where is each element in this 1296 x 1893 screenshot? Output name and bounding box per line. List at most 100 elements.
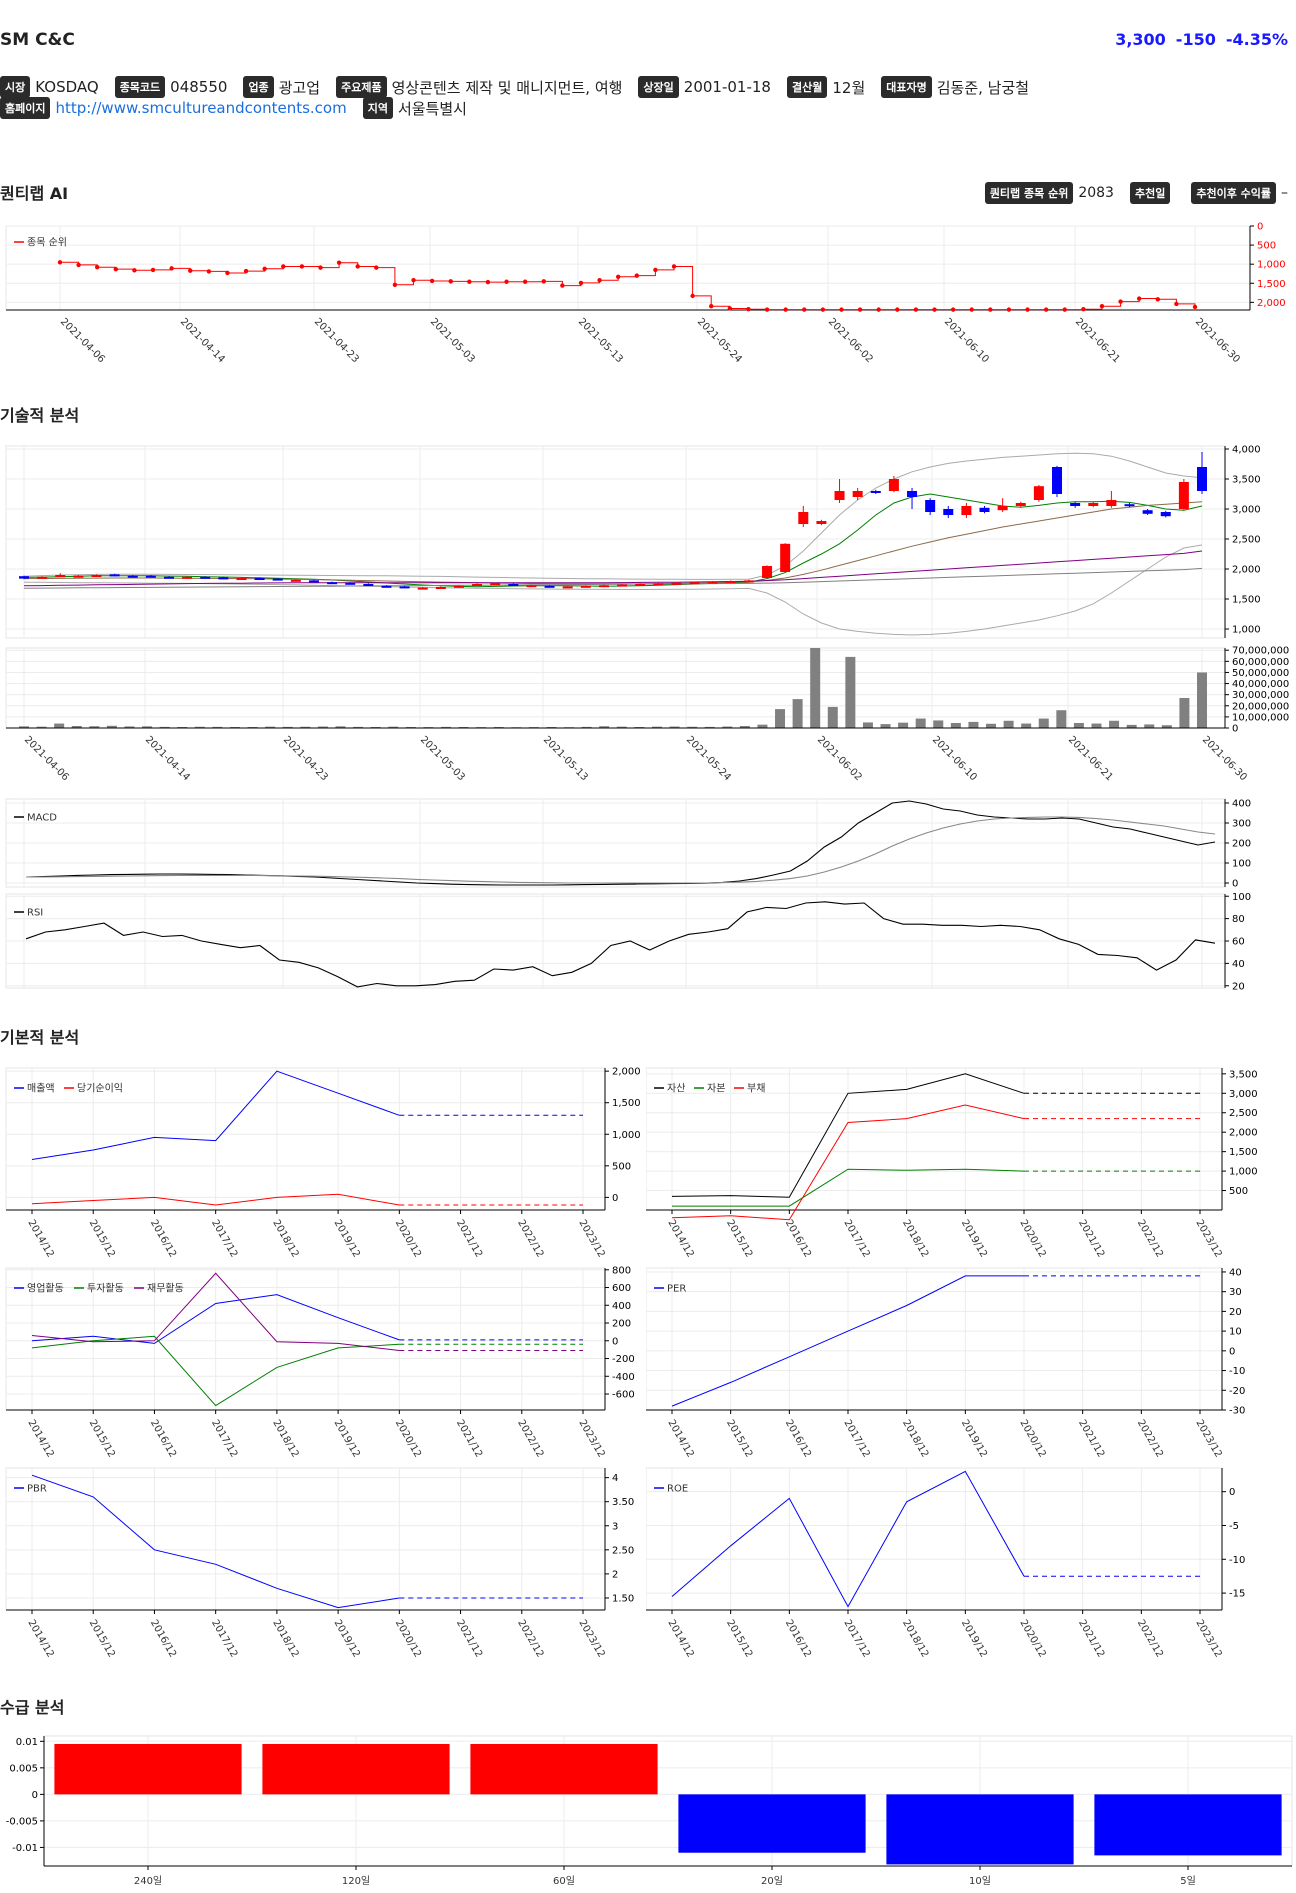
x-tick-label: 2014/12	[665, 1418, 695, 1459]
candle-body	[852, 491, 863, 497]
candle-body	[490, 583, 501, 586]
y-tick-label: 500	[612, 1161, 631, 1172]
x-tick-label: 2023/12	[576, 1618, 606, 1659]
x-tick-label: 2021-04-23	[281, 734, 330, 783]
rank-point	[969, 307, 974, 312]
candle-body	[617, 584, 628, 587]
y-tick-label: -10	[1229, 1366, 1245, 1377]
y-tick-label: 3,000	[1229, 1089, 1258, 1100]
info1-value-5: 12월	[832, 78, 866, 97]
volume-bar	[757, 724, 768, 728]
y-tick-label: 200	[1232, 839, 1251, 850]
x-tick-label: 2020/12	[1017, 1418, 1047, 1459]
y-tick-label: 400	[1232, 799, 1251, 810]
y-tick-label: 0	[32, 1790, 38, 1801]
rank-point	[169, 266, 174, 271]
y-tick-label: 600	[612, 1283, 631, 1294]
x-tick-label: 2016/12	[783, 1218, 813, 1259]
sales-chart: 0 500 1,000 1,500 2,000 매출액 당기순이익 2014/12 2015/1…	[5, 1067, 640, 1259]
x-tick-label: 2021/12	[454, 1418, 484, 1459]
x-tick-label: 2015/12	[87, 1218, 117, 1259]
volume-bar	[1144, 724, 1155, 728]
candle-body	[363, 584, 374, 586]
volume-bar	[142, 726, 153, 728]
volume-bar	[1038, 718, 1049, 728]
legend-label: 매출액	[27, 1083, 55, 1095]
candle-body	[236, 578, 247, 580]
x-tick-label: 2019/12	[332, 1218, 362, 1259]
rank-point	[1174, 301, 1179, 307]
x-tick-label: 2014/12	[25, 1218, 55, 1259]
candle-body	[743, 580, 754, 583]
line-ma120	[23, 567, 1203, 589]
y-tick-label: 0	[1257, 222, 1263, 233]
y-tick-label: 0	[1229, 1346, 1235, 1357]
volume-bar	[986, 723, 997, 728]
info2-value-0[interactable]: http://www.smcultureandcontents.com	[55, 99, 347, 117]
candle-body	[163, 576, 174, 579]
y-tick-label: 500	[1229, 1186, 1248, 1197]
x-tick-label: 2019/12	[959, 1418, 989, 1459]
rsi-chart: 20 40 60 80 100 RSI	[5, 892, 1251, 992]
volume-bar	[106, 725, 117, 728]
rank-point	[1118, 299, 1123, 304]
candle-body	[870, 491, 881, 493]
x-tick-label: 2021-05-03	[428, 316, 477, 365]
balance-chart: 500 1,000 1,500 2,000 2,500 3,000 3,500 자산 자본 부채 2…	[646, 1067, 1258, 1259]
legend-label: 영업활동	[27, 1282, 64, 1295]
rank-point	[188, 268, 193, 273]
candle-body	[888, 479, 899, 491]
x-tick-label: 2021-06-10	[930, 734, 979, 783]
legend-label: 당기순이익	[77, 1083, 123, 1095]
candle-body	[1088, 503, 1099, 506]
x-tick-label: 2015/12	[724, 1218, 754, 1259]
x-tick-label: 2017/12	[209, 1618, 239, 1659]
volume-bar	[36, 726, 47, 728]
x-tick-label: 2021-05-03	[418, 734, 467, 783]
x-tick-label: 2018/12	[270, 1618, 300, 1659]
volume-bar	[933, 720, 944, 728]
x-tick-label: 2021/12	[1076, 1218, 1106, 1259]
x-tick-label: 2023/12	[576, 1418, 606, 1459]
volume-bar	[669, 726, 680, 728]
series-자산	[671, 1073, 1025, 1198]
volume-bar	[810, 648, 821, 728]
candle-body	[834, 491, 845, 500]
rank-point	[932, 307, 937, 312]
volume-bar	[775, 709, 786, 728]
supply-bar	[470, 1743, 658, 1795]
plot-area	[5, 445, 1226, 639]
info1-tag-3: 주요제품	[336, 76, 387, 98]
rank-value: 2083	[1078, 185, 1114, 201]
supply-bar	[886, 1794, 1074, 1865]
series-재무활동	[31, 1272, 400, 1351]
y-tick-label: 2,000	[1257, 298, 1286, 309]
x-tick-label: 2018/12	[900, 1218, 930, 1259]
rank-point	[76, 262, 81, 268]
line-bb_upper	[23, 452, 1203, 580]
y-tick-label: 3	[612, 1521, 618, 1532]
y-tick-label: 1,000	[1229, 1167, 1258, 1178]
y-tick-label: 4,000	[1232, 445, 1261, 456]
macd-chart: 0 100 200 300 400 MACD	[5, 798, 1251, 890]
rank-point	[1155, 297, 1160, 302]
x-tick-label: 2021-06-02	[826, 316, 875, 365]
series-PBR	[31, 1474, 400, 1609]
x-tick-label: 2017/12	[841, 1618, 871, 1659]
y-tick-label: 0	[1232, 879, 1238, 890]
x-tick-label: 2022/12	[515, 1418, 545, 1459]
rank-point	[243, 268, 249, 274]
y-tick-label: 1,000	[1257, 260, 1286, 271]
y-tick-label: 2,000	[612, 1067, 640, 1078]
rank-point	[653, 267, 658, 273]
volume-bar	[335, 726, 346, 728]
y-tick-label: 1,000	[612, 1130, 640, 1141]
rank-point	[485, 279, 491, 285]
rank-point	[913, 307, 919, 312]
volume-bar	[194, 726, 205, 728]
rank-point	[429, 278, 435, 284]
volume-bar	[317, 726, 328, 728]
rank-point	[802, 307, 807, 312]
rank-point	[1062, 307, 1067, 312]
x-tick-label: 2021-06-21	[1066, 734, 1115, 783]
